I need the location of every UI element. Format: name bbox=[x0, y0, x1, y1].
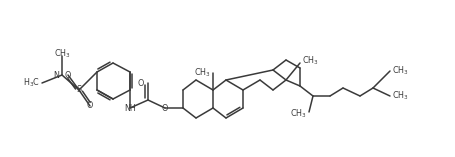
Text: CH$_3$: CH$_3$ bbox=[289, 108, 306, 121]
Text: NH: NH bbox=[124, 104, 136, 113]
Text: CH$_3$: CH$_3$ bbox=[53, 48, 70, 60]
Text: O: O bbox=[65, 70, 71, 79]
Text: H$_3$C: H$_3$C bbox=[23, 77, 40, 89]
Text: CH$_3$: CH$_3$ bbox=[194, 67, 211, 79]
Text: O: O bbox=[162, 104, 168, 113]
Text: S: S bbox=[76, 86, 81, 95]
Text: CH$_3$: CH$_3$ bbox=[391, 65, 408, 77]
Text: O: O bbox=[86, 101, 93, 111]
Text: CH$_3$: CH$_3$ bbox=[391, 90, 408, 102]
Text: CH$_3$: CH$_3$ bbox=[301, 54, 318, 67]
Text: O: O bbox=[137, 78, 144, 87]
Text: N: N bbox=[53, 70, 59, 79]
